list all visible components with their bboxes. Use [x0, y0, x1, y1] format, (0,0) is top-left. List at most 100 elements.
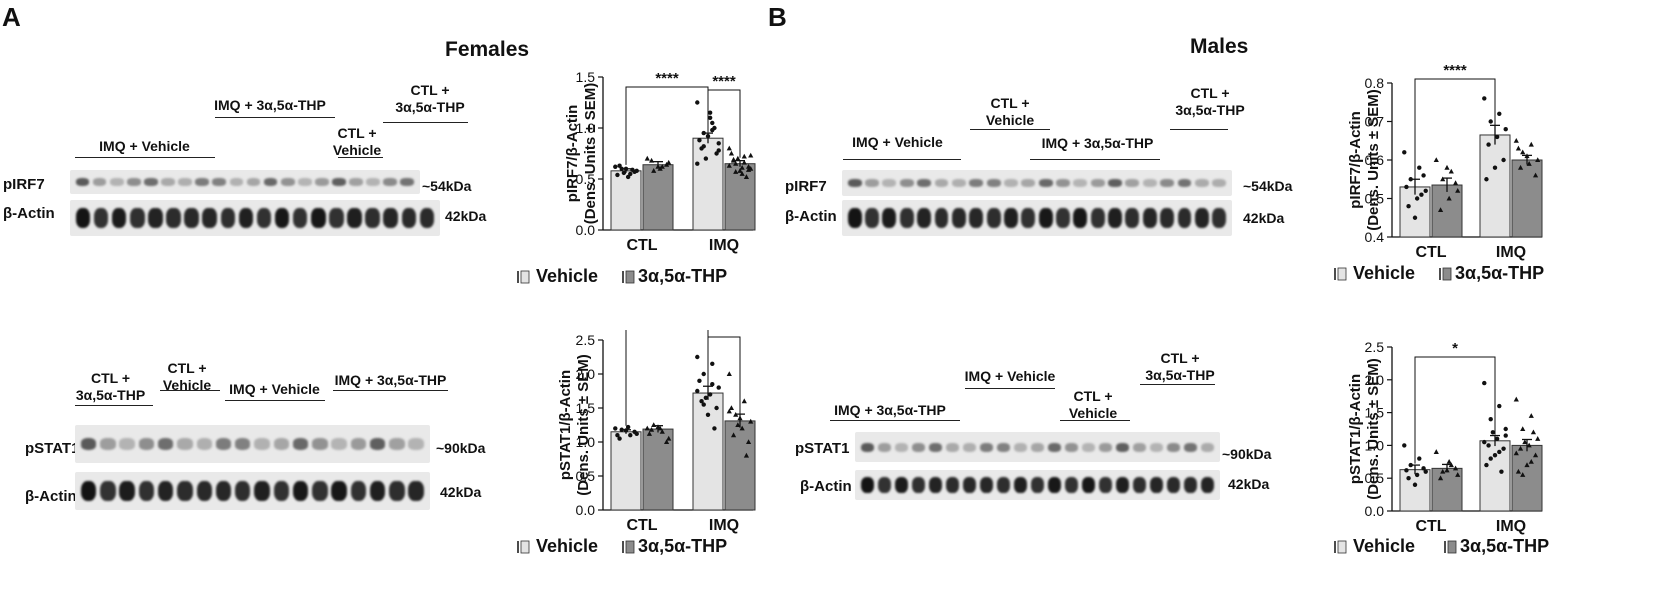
- blot-band: [1132, 442, 1147, 452]
- western-blot-image: [842, 170, 1232, 196]
- blot-band: [1177, 179, 1192, 187]
- blot-band: [962, 476, 977, 494]
- y-tick-label: 0.8: [1365, 75, 1385, 91]
- blot-band: [996, 442, 1011, 452]
- blot-band: [401, 208, 416, 228]
- group-label: CTL + 3α,5α-THP: [1175, 85, 1245, 118]
- y-tick-label: 0.5: [1365, 470, 1385, 486]
- data-point: [644, 155, 650, 161]
- y-tick-label: 0.0: [576, 222, 596, 238]
- y-axis-label: pIRF7/β-Actin: [1347, 111, 1364, 209]
- bar-ctl-thp: [1431, 184, 1463, 238]
- group-label: IMQ + 3α,5α-THP: [834, 402, 946, 418]
- legend-label-vehicle: Vehicle: [1353, 536, 1415, 556]
- data-point: [701, 130, 706, 136]
- blot-band: [246, 178, 261, 186]
- data-point: [695, 100, 700, 105]
- data-point: [730, 432, 737, 438]
- data-point: [1402, 150, 1407, 155]
- data-point: [726, 162, 732, 168]
- blot-band: [292, 480, 309, 502]
- data-point: [1515, 468, 1522, 474]
- blot-band: [951, 208, 966, 228]
- data-point: [1488, 416, 1493, 422]
- blot-band: [365, 208, 380, 228]
- group-label: IMQ + Vehicle: [852, 134, 943, 150]
- blot-band: [951, 179, 966, 187]
- data-point: [1532, 452, 1539, 458]
- blot-band: [877, 442, 892, 452]
- legend-label-vehicle: Vehicle: [1353, 263, 1415, 283]
- blot-band: [161, 178, 175, 186]
- data-point: [1423, 469, 1428, 474]
- blot-band: [312, 438, 328, 450]
- data-point: [1513, 137, 1519, 143]
- data-point: [663, 439, 670, 444]
- molecular-weight-label: 42kDa: [440, 484, 482, 500]
- blot-band: [400, 178, 415, 186]
- y-tick-label: 0.4: [1365, 229, 1385, 245]
- blot-band: [100, 480, 116, 502]
- blot-band: [369, 480, 386, 502]
- group-label: CTL + Vehicle: [985, 95, 1035, 128]
- data-point: [1412, 482, 1418, 487]
- group-label: IMQ + Vehicle: [229, 381, 320, 397]
- data-point: [1503, 426, 1508, 432]
- data-point: [648, 426, 655, 432]
- blot-band: [934, 179, 949, 187]
- blot-band: [138, 438, 155, 450]
- blot-band: [254, 438, 270, 450]
- blot-band: [917, 179, 932, 187]
- blot-band: [273, 480, 289, 502]
- blot-band: [1166, 442, 1181, 452]
- blot-band: [332, 178, 346, 186]
- data-point: [619, 166, 624, 171]
- bar-imq-thp: [1511, 159, 1543, 238]
- data-point: [733, 169, 739, 174]
- legend-swatch-vehicle: [1337, 267, 1347, 281]
- group-label: IMQ + Vehicle: [99, 138, 190, 154]
- blot-band: [911, 476, 926, 494]
- significance-label: *: [1452, 340, 1458, 357]
- data-point: [726, 408, 732, 414]
- blot-band: [847, 179, 862, 187]
- data-point: [1406, 476, 1411, 481]
- y-tick-label: 1.5: [576, 69, 596, 85]
- blot-band: [311, 208, 326, 228]
- x-category-label: IMQ: [1496, 518, 1526, 535]
- blot-band: [1013, 442, 1028, 452]
- blot-band: [934, 208, 949, 228]
- group-label: CTL + 3α,5α-THP: [1145, 350, 1215, 383]
- blot-band: [1064, 476, 1079, 494]
- blot-row-label: β-Actin: [3, 205, 55, 222]
- group-label: IMQ + 3α,5α-THP: [1041, 135, 1154, 151]
- western-blot-image: [75, 472, 430, 510]
- y-tick-label: 2.5: [576, 332, 596, 348]
- y-tick-label: 2.0: [576, 366, 596, 382]
- blot-band: [1149, 476, 1164, 494]
- significance-bracket: [707, 89, 741, 158]
- blot-band: [945, 476, 960, 494]
- y-tick-label: 1.5: [1365, 405, 1385, 421]
- data-point: [1520, 426, 1526, 431]
- blot-band: [292, 438, 309, 450]
- data-point: [728, 150, 735, 156]
- data-point: [712, 426, 717, 431]
- blot-band: [215, 438, 232, 450]
- blot-band: [865, 208, 879, 228]
- data-point: [705, 412, 711, 417]
- x-category-label: IMQ: [1496, 244, 1526, 261]
- data-point: [1517, 164, 1524, 170]
- y-axis-label: (Dens. Units ± SEM): [575, 354, 592, 496]
- y-axis-label: (Dens. Units ± SEM): [1365, 89, 1382, 231]
- blot-band: [1108, 208, 1123, 228]
- blot-band: [178, 178, 192, 186]
- blot-band: [166, 208, 181, 228]
- bar-ctl-thp: [642, 428, 674, 511]
- blot-band: [1090, 208, 1105, 228]
- blot-band: [177, 438, 193, 450]
- legend-swatch-thp: [1447, 540, 1457, 554]
- data-point: [1492, 453, 1498, 458]
- data-point: [1455, 472, 1461, 477]
- blot-band: [389, 480, 405, 502]
